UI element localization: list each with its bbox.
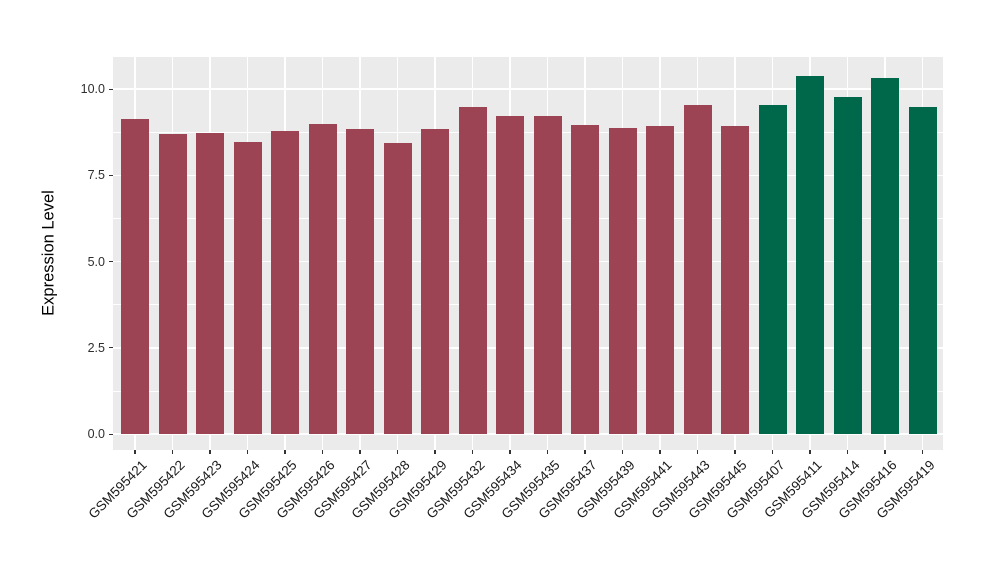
x-tick-mark [921, 450, 924, 454]
x-tick-mark [434, 450, 436, 454]
y-tick-mark [109, 433, 113, 435]
x-tick-mark [584, 450, 586, 454]
x-tick-mark [621, 450, 624, 454]
x-tick-mark [321, 450, 324, 454]
y-tick-mark [109, 261, 113, 263]
y-tick-label: 0.0 [87, 427, 105, 442]
bar-GSM595419 [908, 106, 937, 435]
gridline-minor [113, 390, 943, 392]
bar-GSM595411 [796, 75, 824, 435]
x-tick-mark [209, 450, 211, 454]
bar-GSM595434 [496, 116, 524, 435]
x-tick-mark [696, 450, 699, 454]
gridline-major [113, 174, 943, 177]
x-tick-mark [546, 450, 549, 454]
x-tick-mark [284, 450, 286, 454]
bar-GSM595445 [721, 126, 749, 435]
bar-GSM595414 [833, 96, 862, 435]
bar-GSM595416 [871, 78, 899, 435]
x-tick-mark [659, 450, 661, 454]
x-tick-mark [846, 450, 849, 454]
bar-GSM595427 [346, 129, 374, 435]
y-tick-mark [109, 347, 113, 349]
x-tick-mark [359, 450, 361, 454]
x-tick-mark [771, 450, 774, 454]
bar-GSM595422 [158, 133, 187, 435]
x-tick-mark [509, 450, 511, 454]
bar-GSM595421 [121, 118, 149, 435]
y-tick-label: 2.5 [87, 340, 105, 355]
gridline-major [113, 347, 943, 349]
bar-GSM595441 [646, 125, 674, 435]
x-tick-mark [809, 450, 811, 454]
x-tick-mark [134, 450, 136, 454]
bar-GSM595432 [458, 107, 487, 435]
bar-GSM595435 [533, 116, 562, 435]
bar-GSM595437 [571, 124, 599, 435]
y-tick-label: 7.5 [87, 168, 105, 183]
bar-GSM595429 [421, 129, 449, 435]
y-tick-mark [109, 88, 113, 90]
x-tick-mark [884, 450, 886, 454]
gridline-major [113, 260, 943, 263]
x-tick-mark [171, 450, 174, 454]
x-tick-mark [471, 450, 474, 454]
y-axis-title: Expression Level [39, 190, 58, 316]
gridline-minor [113, 304, 943, 306]
bar-GSM595439 [608, 127, 637, 435]
gridline-minor [113, 131, 943, 133]
bar-GSM595425 [271, 131, 299, 435]
bar-GSM595426 [308, 124, 337, 435]
bar-GSM595423 [196, 132, 224, 435]
gridline-minor [113, 218, 943, 219]
x-tick-mark [734, 450, 736, 454]
y-tick-label: 10.0 [80, 82, 105, 97]
bar-GSM595407 [758, 104, 787, 435]
gridline-major [113, 88, 943, 90]
bar-GSM595443 [683, 104, 712, 435]
y-tick-mark [109, 174, 113, 176]
x-tick-mark [246, 450, 249, 454]
bar-GSM595428 [383, 142, 412, 435]
y-tick-label: 5.0 [87, 254, 105, 269]
x-tick-mark [396, 450, 399, 454]
bar-GSM595424 [233, 141, 262, 435]
gridline-major [113, 433, 943, 435]
